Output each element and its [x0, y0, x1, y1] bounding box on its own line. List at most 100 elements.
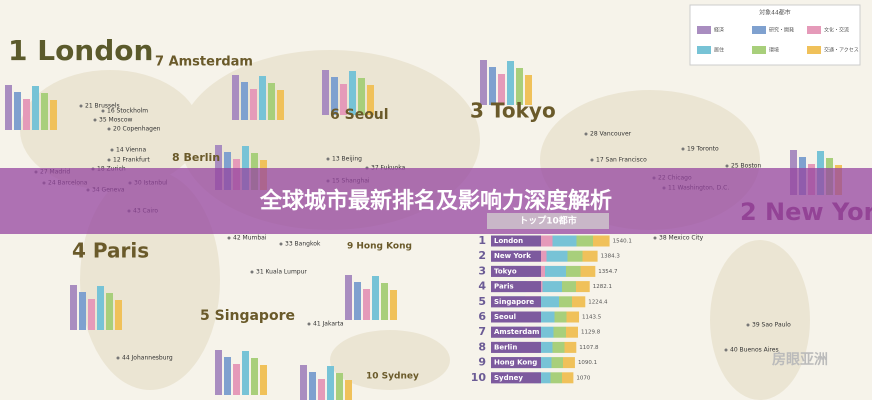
mini-bar: [340, 84, 347, 115]
score-label: 1354.7: [598, 269, 618, 275]
ranking: 1 London 1540.1 2 New York 1384.3 3 Tokyo 1354.7…: [471, 234, 632, 384]
city-dot: [724, 348, 728, 352]
mini-bar: [88, 299, 95, 330]
name-bg: [491, 326, 541, 338]
city-rank-name: Singapore: [494, 298, 534, 306]
map-label: 25 Boston: [731, 163, 761, 170]
city-dot: [250, 270, 254, 274]
mini-bar: [309, 372, 316, 400]
city-dot: [746, 323, 750, 327]
name-bg: [491, 250, 541, 262]
city-dot: [107, 158, 111, 162]
ranking-title: トップ10都市: [519, 215, 577, 227]
mini-bar: [106, 293, 113, 330]
city-dot: [110, 148, 114, 152]
city-name: 9 Hong Kong: [347, 242, 412, 252]
city-dot: [116, 356, 120, 360]
legend-swatch: [752, 26, 766, 34]
city-rank-name: Paris: [494, 283, 514, 291]
mini-bar: [507, 61, 514, 105]
mini-bar: [260, 365, 267, 395]
mini-bar: [251, 358, 258, 395]
name-bg: [491, 341, 541, 353]
city-rank-name: New York: [494, 252, 531, 260]
mini-bar: [97, 286, 104, 330]
map-label: 31 Kuala Lumpur: [256, 269, 307, 276]
map-label: 41 Jakarta: [313, 321, 344, 328]
legend-label: 居住: [714, 47, 724, 54]
rank-number: 2: [478, 249, 486, 262]
legend-swatch: [807, 46, 821, 54]
city-rank-name: Sydney: [494, 374, 523, 382]
city-rank-name: Amsterdam: [494, 328, 539, 336]
score-label: 1090.1: [578, 360, 597, 366]
score-label: 1224.4: [588, 299, 608, 305]
map-label: 12 Frankfurt: [113, 157, 150, 164]
rank-number: 4: [478, 280, 486, 293]
mini-bar: [498, 74, 505, 105]
mini-bar: [277, 90, 284, 120]
city-name: 10 Sydney: [366, 372, 419, 382]
mini-bar: [70, 285, 77, 330]
score-bar: [491, 235, 610, 247]
legend-label: 文化・交流: [824, 27, 849, 34]
map-label: 19 Toronto: [687, 146, 719, 153]
mini-bar: [367, 85, 374, 115]
mini-bar: [215, 145, 222, 190]
map-label: 17 San Francisco: [596, 157, 647, 164]
banner-title: 全球城市最新排名及影响力深度解析: [259, 188, 612, 214]
name-bg: [491, 372, 541, 384]
score-label: 1282.1: [593, 284, 612, 290]
name-bg: [491, 357, 541, 369]
mini-bar: [336, 373, 343, 400]
rank-number: 8: [478, 340, 486, 353]
city-name: 6 Seoul: [330, 107, 389, 123]
mini-bar: [349, 71, 356, 115]
mini-bar: [390, 290, 397, 320]
name-bg: [491, 265, 541, 277]
score-label: 1107.8: [579, 345, 599, 351]
mini-bar: [358, 78, 365, 115]
map-label: 42 Mumbai: [233, 235, 267, 242]
legend-label: 研究・開発: [769, 27, 794, 34]
city-dot: [107, 127, 111, 131]
mini-bar: [224, 357, 231, 395]
mini-bar: [345, 275, 352, 320]
map-label: 35 Moscow: [99, 117, 132, 124]
mini-bar: [300, 365, 307, 400]
map-label: 39 Sao Paulo: [752, 322, 791, 329]
legend-title: 対象44都市: [759, 9, 791, 17]
mini-bar: [516, 68, 523, 105]
city-dot: [101, 109, 105, 113]
mini-bar: [489, 67, 496, 105]
legend-swatch: [697, 46, 711, 54]
legend-swatch: [807, 26, 821, 34]
mini-bar: [241, 82, 248, 120]
city-rank-name: Hong Kong: [494, 359, 537, 367]
legend-label: 環境: [769, 47, 779, 54]
rank-number: 6: [478, 310, 486, 323]
map-label: 40 Buenos Aires: [730, 347, 779, 354]
city-rank-name: London: [494, 237, 523, 245]
rank-number: 10: [471, 371, 487, 384]
mini-bar: [233, 364, 240, 395]
ranking-header: [487, 213, 609, 229]
city-name: 5 Singapore: [200, 308, 295, 324]
map-label: 44 Johannesburg: [122, 355, 173, 362]
city-dot: [279, 242, 283, 246]
mini-bar: [345, 380, 352, 400]
city-name: 1 London: [8, 34, 153, 67]
score-label: 1143.5: [582, 315, 602, 321]
mini-bar: [232, 75, 239, 120]
map-label: 28 Vancouver: [590, 131, 632, 138]
watermark: 房眼亚洲: [772, 351, 828, 368]
mini-bar: [381, 283, 388, 320]
mini-bar: [41, 93, 48, 130]
name-bg: [491, 281, 541, 293]
city-rank-name: Seoul: [494, 313, 516, 321]
mini-bar: [23, 99, 30, 130]
city-name: 8 Berlin: [172, 151, 220, 164]
city-rank-name: Tokyo: [494, 267, 517, 275]
map-label: 21 Brussels: [85, 103, 120, 110]
legend-label: 経済: [714, 27, 724, 34]
